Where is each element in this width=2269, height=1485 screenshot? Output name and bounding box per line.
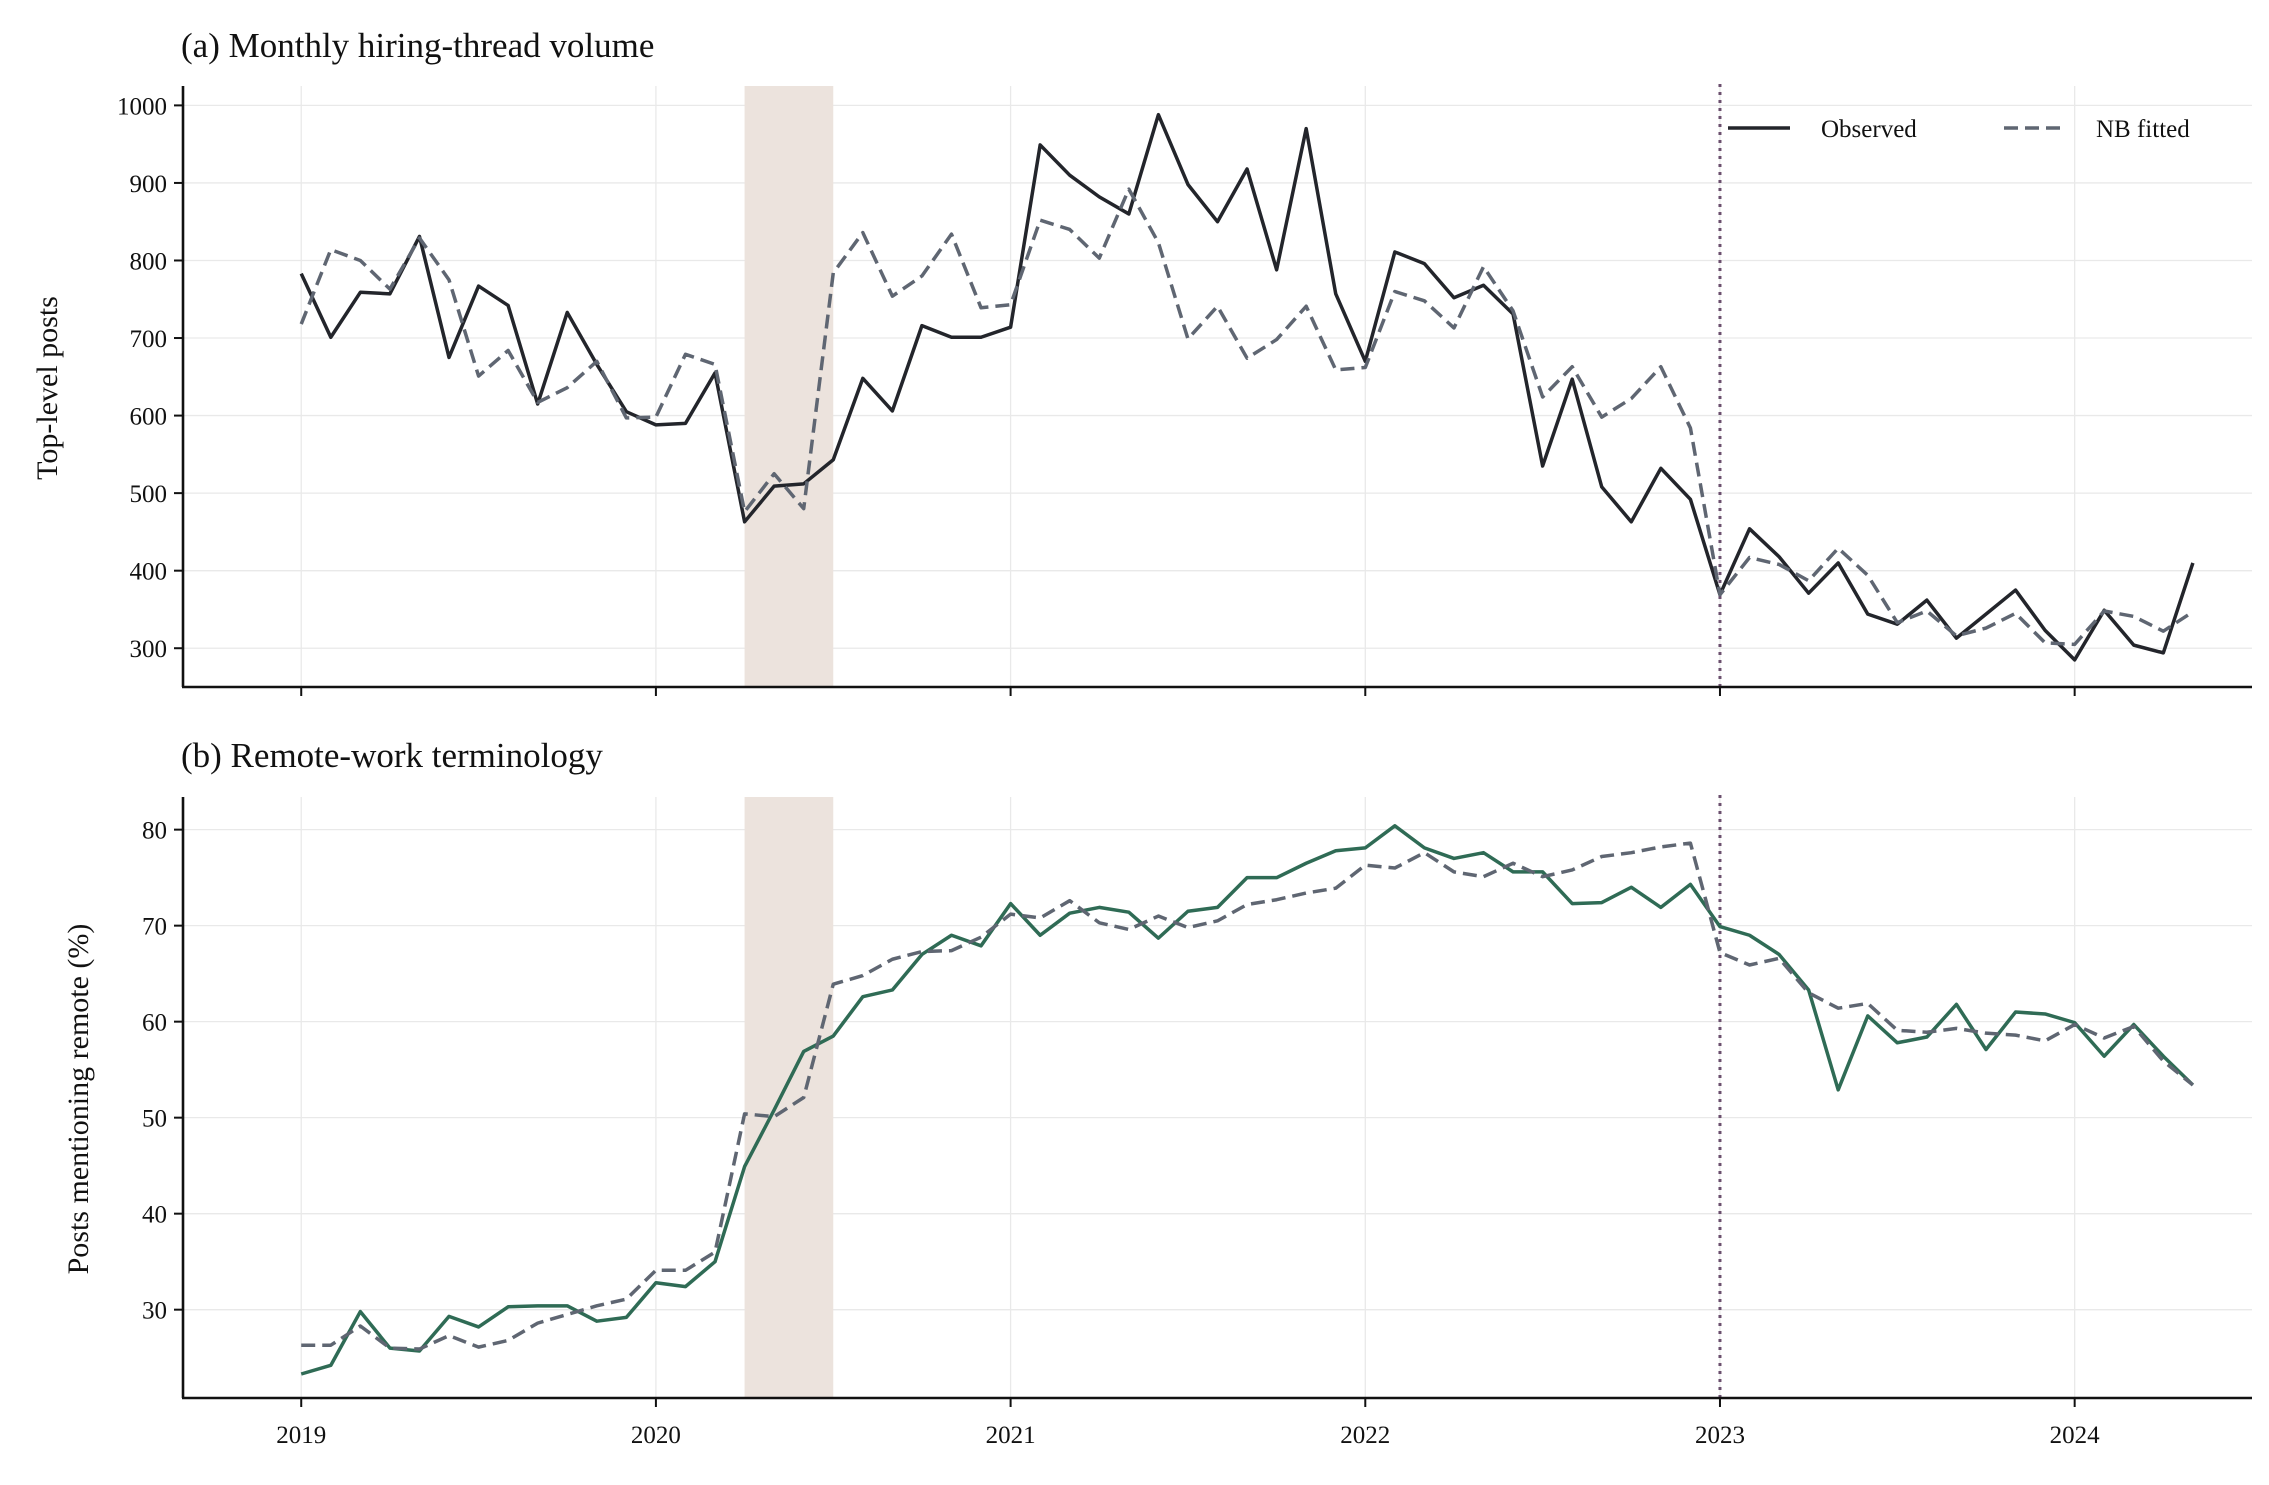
panel-b-series <box>300 824 2195 1376</box>
panel-a-series <box>299 112 2195 662</box>
panel-a-axes <box>181 86 2252 689</box>
y-tick-label: 30 <box>142 1298 167 1325</box>
panel-a-legend: Observed NB fitted <box>1728 116 2190 143</box>
legend-observed-label: Observed <box>1821 116 1917 143</box>
panel-a-x-ticks <box>300 687 2076 696</box>
y-tick-label: 60 <box>142 1010 167 1037</box>
panel-a: 300 400 500 600 700 800 900 1000 (a) Monthly hi… <box>31 26 2252 696</box>
panel-a-y-ticks: 300 400 500 600 700 800 900 1000 <box>117 93 183 663</box>
panel-b-axes <box>181 797 2252 1400</box>
y-tick-label: 40 <box>142 1202 167 1229</box>
panel-b-gridlines <box>183 797 2252 1398</box>
x-tick-label: 2023 <box>1695 1422 1745 1449</box>
y-tick-label: 300 <box>130 636 168 663</box>
series-line-observed <box>300 824 2195 1376</box>
panel-b-shaded-period <box>744 797 834 1398</box>
panel-a-y-axis-label: Top-level posts <box>31 296 64 480</box>
y-tick-label: 900 <box>130 171 168 198</box>
panel-b-x-ticks: 2019 2020 2021 2022 2023 2024 <box>276 1398 2100 1449</box>
x-tick-label: 2020 <box>631 1422 681 1449</box>
x-tick-label: 2024 <box>2050 1422 2101 1449</box>
panel-a-gridlines <box>183 86 2252 687</box>
panel-b-y-ticks: 30 40 50 60 70 80 <box>142 818 183 1325</box>
x-tick-label: 2021 <box>986 1422 1036 1449</box>
x-tick-label: 2019 <box>276 1422 326 1449</box>
legend-nb-fitted-label: NB fitted <box>2096 116 2190 143</box>
series-line-fitted <box>301 841 2194 1351</box>
panel-a-title: (a) Monthly hiring-thread volume <box>181 26 654 65</box>
panel-b-title: (b) Remote-work terminology <box>181 736 603 775</box>
series-line-observed <box>299 112 2195 662</box>
panel-b: 30 40 50 60 70 80 2019 2020 2021 2022 2023 2024 (b… <box>62 736 2252 1449</box>
y-tick-label: 700 <box>130 326 168 353</box>
y-tick-label: 80 <box>142 818 167 845</box>
panel-b-y-axis-label: Posts mentioning remote (%) <box>62 924 95 1275</box>
y-tick-label: 50 <box>142 1106 167 1133</box>
series-line-fitted <box>299 187 2194 647</box>
y-tick-label: 500 <box>130 481 168 508</box>
y-tick-label: 1000 <box>117 93 167 120</box>
y-tick-label: 600 <box>130 404 168 431</box>
y-tick-label: 70 <box>142 914 167 941</box>
y-tick-label: 800 <box>130 248 168 275</box>
shaded-period <box>744 797 834 1398</box>
x-tick-label: 2022 <box>1340 1422 1390 1449</box>
y-tick-label: 400 <box>130 559 168 586</box>
